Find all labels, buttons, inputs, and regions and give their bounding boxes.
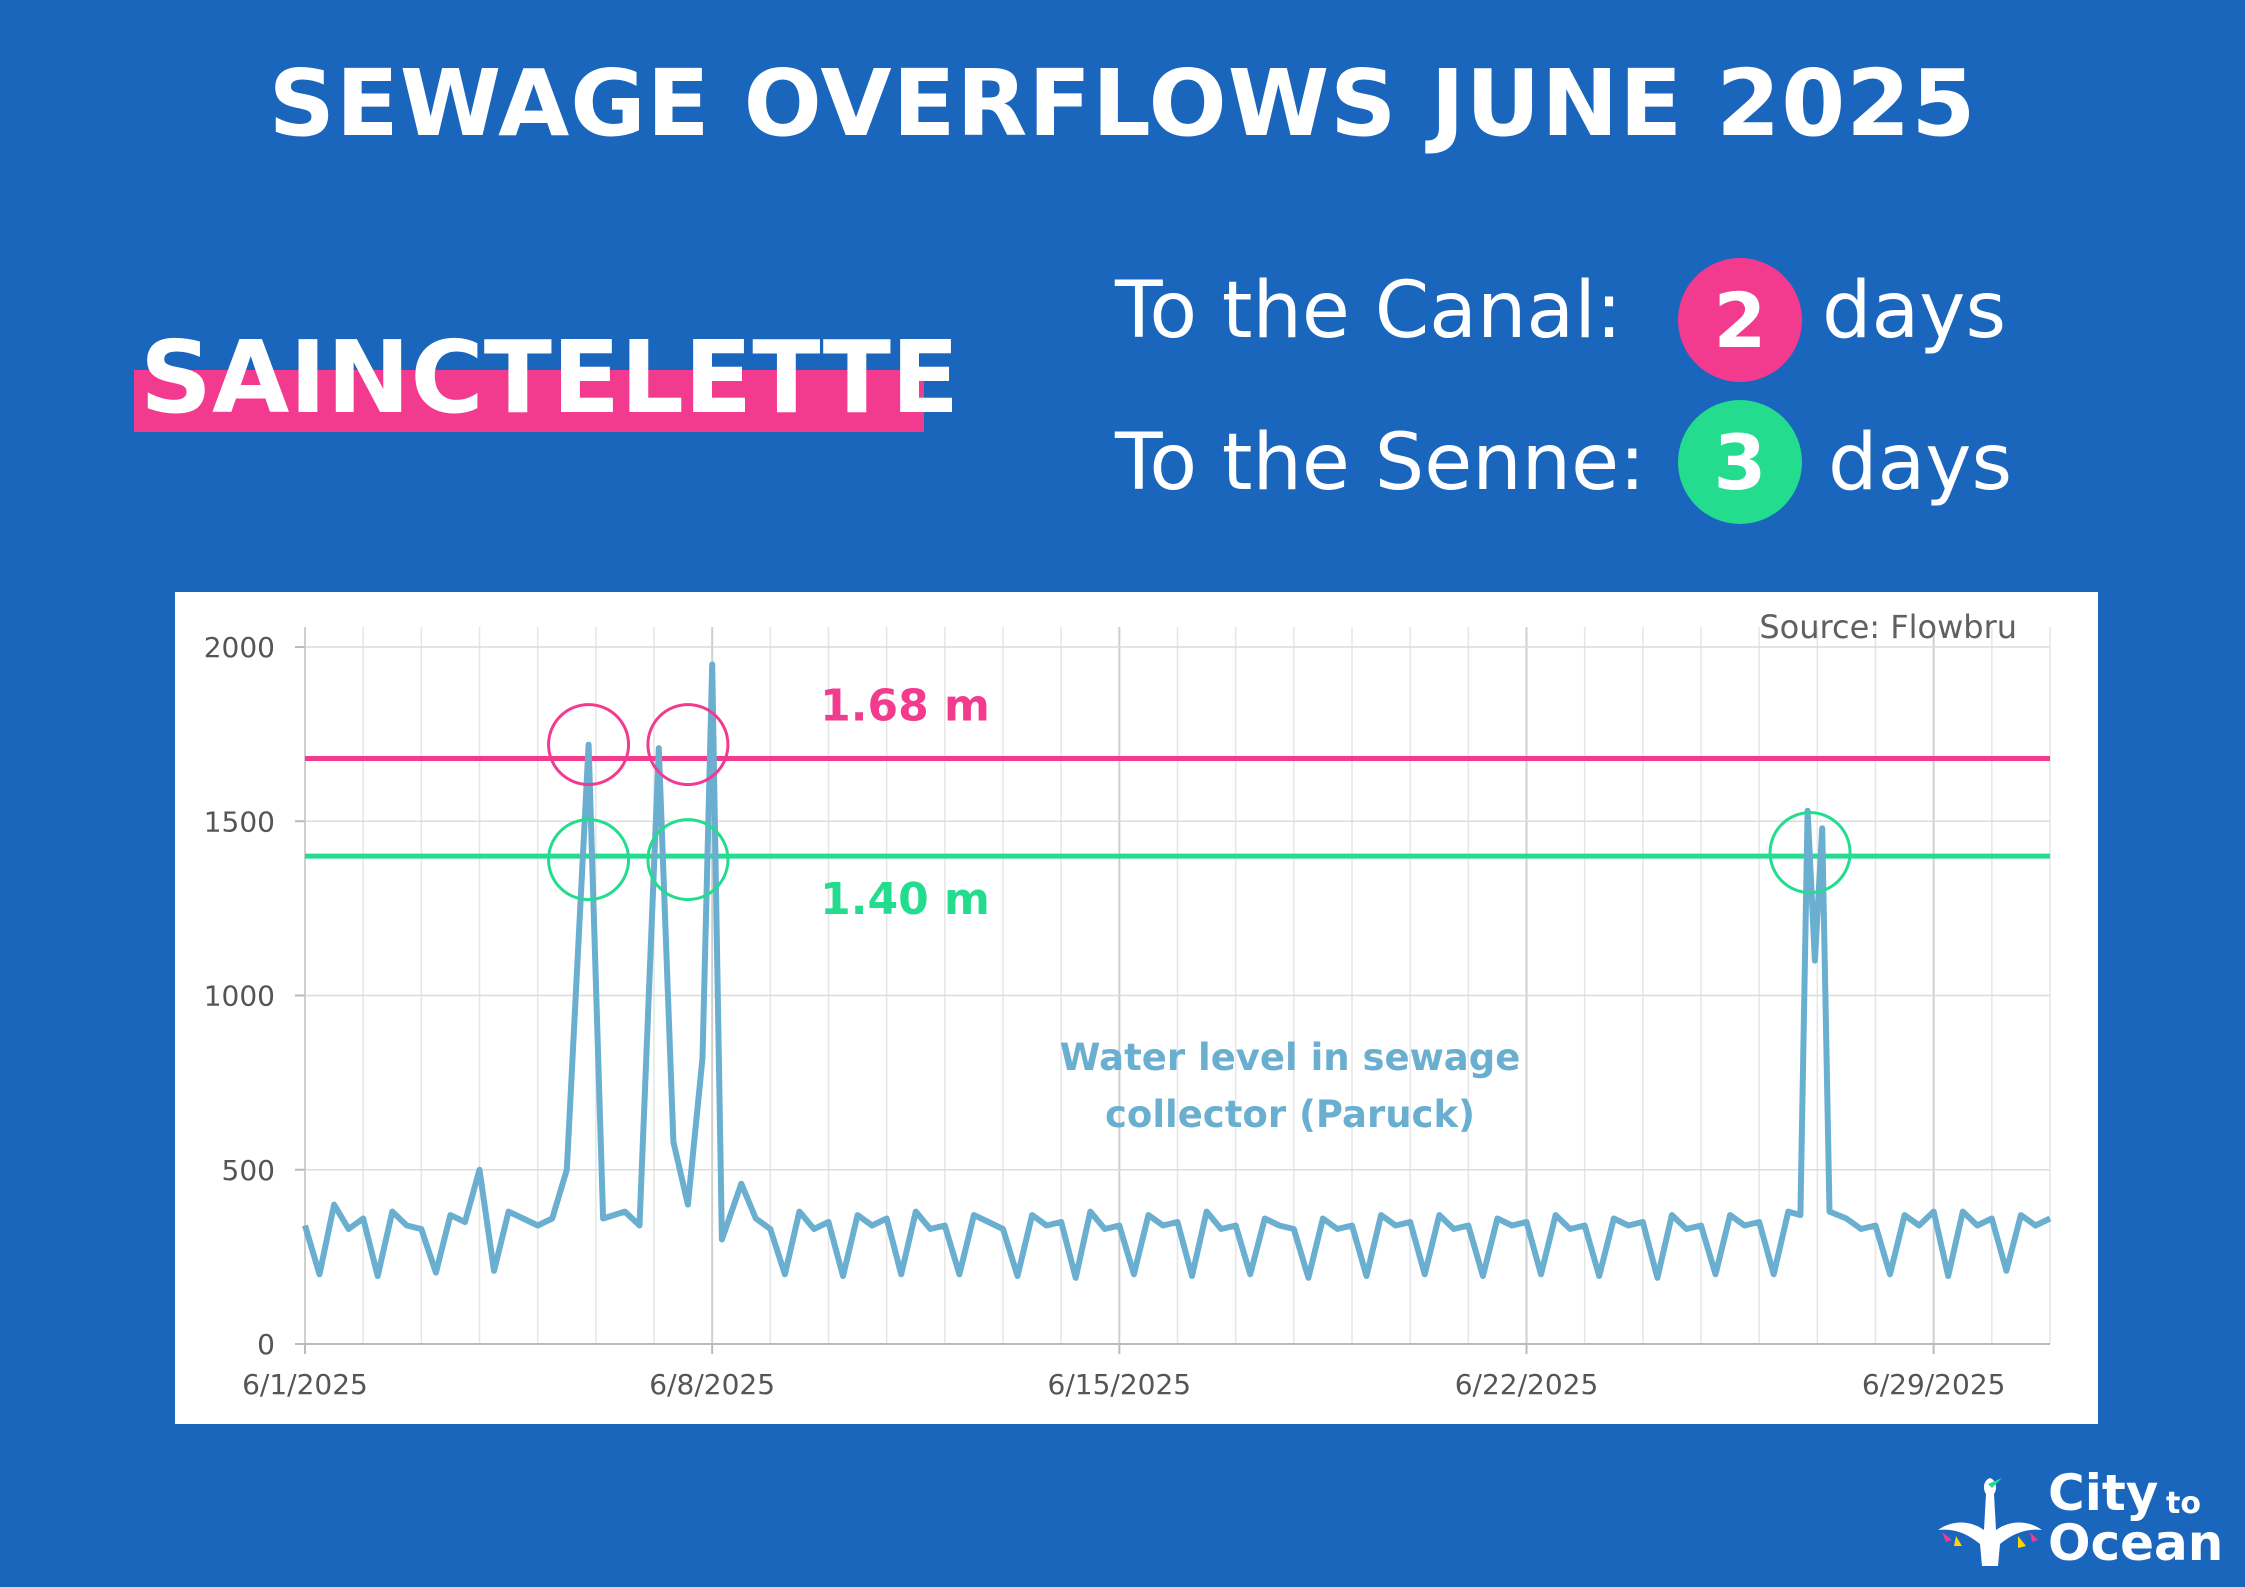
stat-senne-value: 3 bbox=[1713, 417, 1767, 507]
stat-canal-value: 2 bbox=[1713, 275, 1767, 365]
logo-line1: City bbox=[2048, 1464, 2159, 1522]
logo-line2: to bbox=[2166, 1486, 2201, 1521]
logo-line3: Ocean bbox=[2048, 1514, 2224, 1572]
chart-panel: 1.68 m 1.40 m 2000 1500 1000 500 0 6/1/2025 6/8… bbox=[175, 592, 2098, 1424]
x-tick-label: 6/29/2025 bbox=[1862, 1368, 2006, 1401]
y-tick-label: 1000 bbox=[204, 980, 275, 1013]
threshold-lines: 1.68 m 1.40 m bbox=[305, 681, 2050, 925]
source-label: Source: Flowbru bbox=[1759, 608, 2017, 646]
peak-highlight-circle bbox=[1768, 811, 1852, 895]
threshold-label: 1.68 m bbox=[820, 681, 990, 732]
stat-senne-unit: days bbox=[1828, 418, 2013, 508]
y-tick-label: 500 bbox=[222, 1154, 275, 1187]
stat-senne-label: To the Senne: bbox=[1115, 418, 1646, 508]
peak-highlight-circle bbox=[547, 703, 631, 787]
chart-grid bbox=[304, 627, 2051, 1345]
series-annotation-line1: Water level in sewage bbox=[1060, 1036, 1521, 1079]
threshold-label: 1.40 m bbox=[820, 874, 990, 925]
y-tick-label: 2000 bbox=[204, 631, 275, 664]
page-title: SEWAGE OVERFLOWS JUNE 2025 bbox=[268, 50, 1977, 157]
x-tick-label: 6/15/2025 bbox=[1048, 1368, 1192, 1401]
peak-highlight-circle bbox=[646, 818, 730, 902]
stat-canal-badge: 2 bbox=[1678, 258, 1802, 382]
station-highlight-bar bbox=[134, 370, 924, 432]
chart-axes: 2000 1500 1000 500 0 6/1/2025 6/8/2025 6/15/202… bbox=[204, 631, 2050, 1401]
water-level-chart: 1.68 m 1.40 m 2000 1500 1000 500 0 6/1/2025 6/8… bbox=[204, 608, 2052, 1401]
station-name: SAINCTELETTE bbox=[140, 319, 960, 436]
y-tick-label: 0 bbox=[257, 1328, 275, 1361]
peak-highlights bbox=[547, 703, 1852, 902]
stat-senne-badge: 3 bbox=[1678, 400, 1802, 524]
peak-highlight-circle bbox=[646, 703, 730, 787]
y-tick-label: 1500 bbox=[204, 805, 275, 838]
stat-canal-unit: days bbox=[1822, 266, 2007, 356]
x-tick-label: 6/1/2025 bbox=[242, 1368, 368, 1401]
x-tick-label: 6/22/2025 bbox=[1455, 1368, 1599, 1401]
series-line bbox=[302, 661, 2052, 1281]
stat-canal-label: To the Canal: bbox=[1115, 266, 1623, 356]
station-label: SAINCTELETTE bbox=[134, 318, 959, 438]
peak-highlight-circle bbox=[547, 818, 631, 902]
x-tick-label: 6/8/2025 bbox=[649, 1368, 775, 1401]
city-to-ocean-logo: City to Ocean bbox=[1930, 1464, 2230, 1580]
series-annotation-line2: collector (Paruck) bbox=[1105, 1093, 1475, 1136]
bird-icon bbox=[1938, 1478, 2042, 1566]
chart-series bbox=[302, 661, 2052, 1281]
